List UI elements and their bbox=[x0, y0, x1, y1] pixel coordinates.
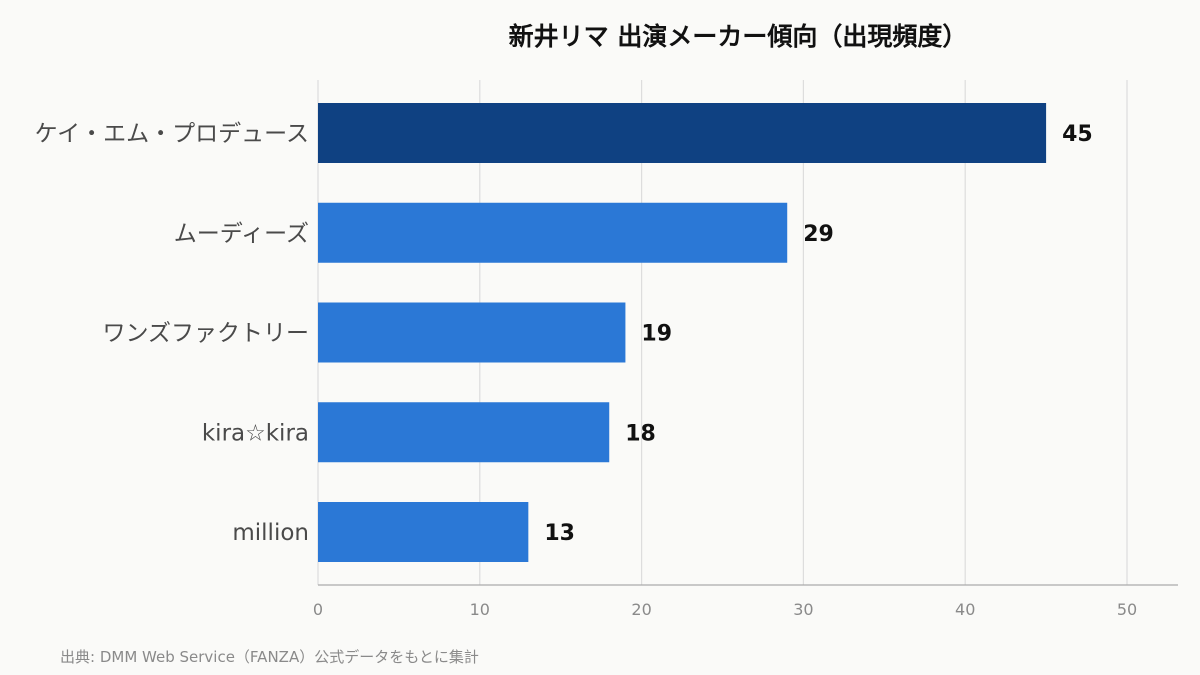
data-label: 45 bbox=[1062, 122, 1093, 147]
x-tick-label: 10 bbox=[470, 600, 490, 619]
bar bbox=[318, 202, 788, 263]
data-label: 29 bbox=[803, 222, 834, 247]
data-label: 19 bbox=[641, 322, 672, 347]
value-labels: 45 29 19 18 13 bbox=[544, 122, 1092, 546]
x-tick-label: 50 bbox=[1117, 600, 1137, 619]
category-label: million bbox=[232, 520, 309, 546]
bar bbox=[318, 302, 626, 363]
x-tick-label: 40 bbox=[955, 600, 975, 619]
chart-title: 新井リマ 出演メーカー傾向（出現頻度） bbox=[509, 22, 968, 51]
x-axis: 0 10 20 30 40 50 bbox=[313, 584, 1178, 619]
x-tick-label: 20 bbox=[631, 600, 651, 619]
bars bbox=[318, 103, 1047, 562]
bar bbox=[318, 402, 610, 463]
category-label: ワンズファクトリー bbox=[102, 321, 309, 347]
category-label: kira☆kira bbox=[202, 420, 309, 446]
x-tick-label: 30 bbox=[793, 600, 813, 619]
source-note: 出典: DMM Web Service（FANZA）公式データをもとに集計 bbox=[60, 648, 479, 666]
data-label: 18 bbox=[625, 421, 656, 446]
grid-lines bbox=[317, 80, 1128, 585]
category-label: ケイ・エム・プロデュース bbox=[35, 121, 309, 147]
x-tick-label: 0 bbox=[313, 600, 323, 619]
data-label: 13 bbox=[544, 521, 575, 546]
bar bbox=[318, 502, 529, 562]
category-label: ムーディーズ bbox=[174, 221, 309, 247]
bar bbox=[318, 103, 1047, 163]
